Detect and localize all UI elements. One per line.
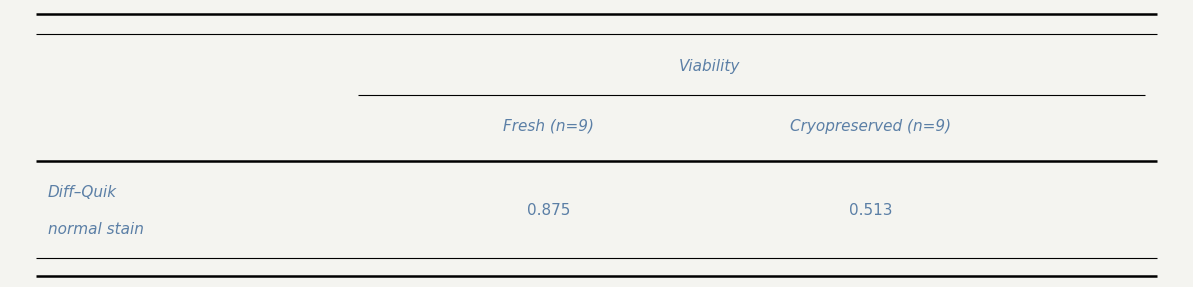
Text: Cryopreserved (n=9): Cryopreserved (n=9) [790,119,952,134]
Text: Viability: Viability [679,59,741,73]
Text: Diff–Quik: Diff–Quik [48,185,117,200]
Text: 0.875: 0.875 [527,203,570,218]
Text: normal stain: normal stain [48,222,143,237]
Text: 0.513: 0.513 [849,203,892,218]
Text: Fresh (n=9): Fresh (n=9) [503,119,594,134]
